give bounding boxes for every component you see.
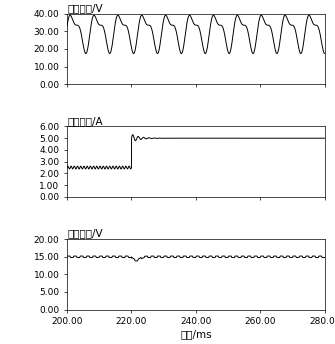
X-axis label: 时间/ms: 时间/ms [180,329,212,339]
Text: 输出电压/V: 输出电压/V [67,228,103,238]
Text: 负载电流/A: 负载电流/A [67,116,103,126]
Text: 输入电压/V: 输入电压/V [67,3,103,13]
